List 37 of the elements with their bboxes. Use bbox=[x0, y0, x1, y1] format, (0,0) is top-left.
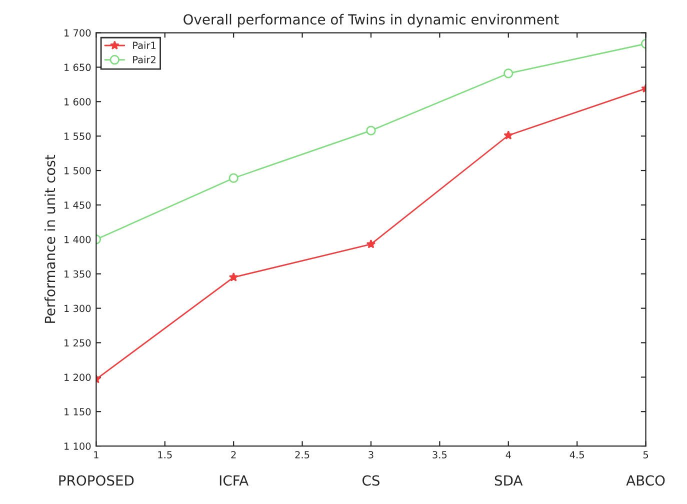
point bbox=[228, 173, 238, 183]
y-tick-label: 1 100 bbox=[64, 442, 91, 450]
x-tick-label: 3.5 bbox=[432, 451, 447, 458]
y-tick-label: 1 650 bbox=[64, 64, 91, 72]
text: ABCO bbox=[626, 475, 665, 486]
x-tick-label: 1 bbox=[94, 451, 98, 458]
y-tick-label: 1 550 bbox=[64, 132, 91, 140]
x-tick-label: 2 bbox=[231, 451, 236, 458]
y-tick-label: 1 400 bbox=[64, 236, 91, 244]
y-tick-label: 1 350 bbox=[64, 270, 91, 278]
y-tick-label: 1 600 bbox=[64, 98, 91, 106]
text: SDA bbox=[494, 475, 523, 486]
y-tick-label: 1 700 bbox=[64, 29, 91, 37]
y-tick-label: 1 300 bbox=[64, 304, 91, 312]
point bbox=[366, 126, 376, 136]
x-tick-label: 4 bbox=[506, 451, 511, 458]
y-tick-label: 1 250 bbox=[64, 339, 91, 347]
y-tick-label: 1 200 bbox=[64, 374, 91, 381]
legend-label: Pair2 bbox=[133, 56, 156, 64]
x-tick-label: 5 bbox=[643, 451, 648, 458]
y-tick-label: 1 500 bbox=[64, 167, 91, 174]
y-tick-label: 1 150 bbox=[64, 408, 91, 416]
x-tick-label: 1.5 bbox=[158, 451, 172, 458]
text: PROPOSED bbox=[59, 475, 134, 486]
y-tick-label: 1 450 bbox=[64, 201, 91, 209]
text: ICFA bbox=[220, 475, 248, 486]
x-tick-label: 3 bbox=[368, 451, 374, 458]
legend-label: Pair1 bbox=[133, 42, 156, 50]
x-tick-label: 4.5 bbox=[570, 451, 584, 458]
y-axis-title: Performance in unit cost bbox=[44, 154, 56, 323]
point bbox=[228, 272, 238, 282]
point bbox=[366, 239, 376, 248]
point bbox=[504, 68, 514, 78]
x-tick-label: 2.5 bbox=[295, 451, 310, 458]
text: CS bbox=[362, 475, 380, 486]
point bbox=[504, 130, 514, 140]
chart-title: Overall performance of Twins in dynamic environment bbox=[184, 14, 559, 28]
